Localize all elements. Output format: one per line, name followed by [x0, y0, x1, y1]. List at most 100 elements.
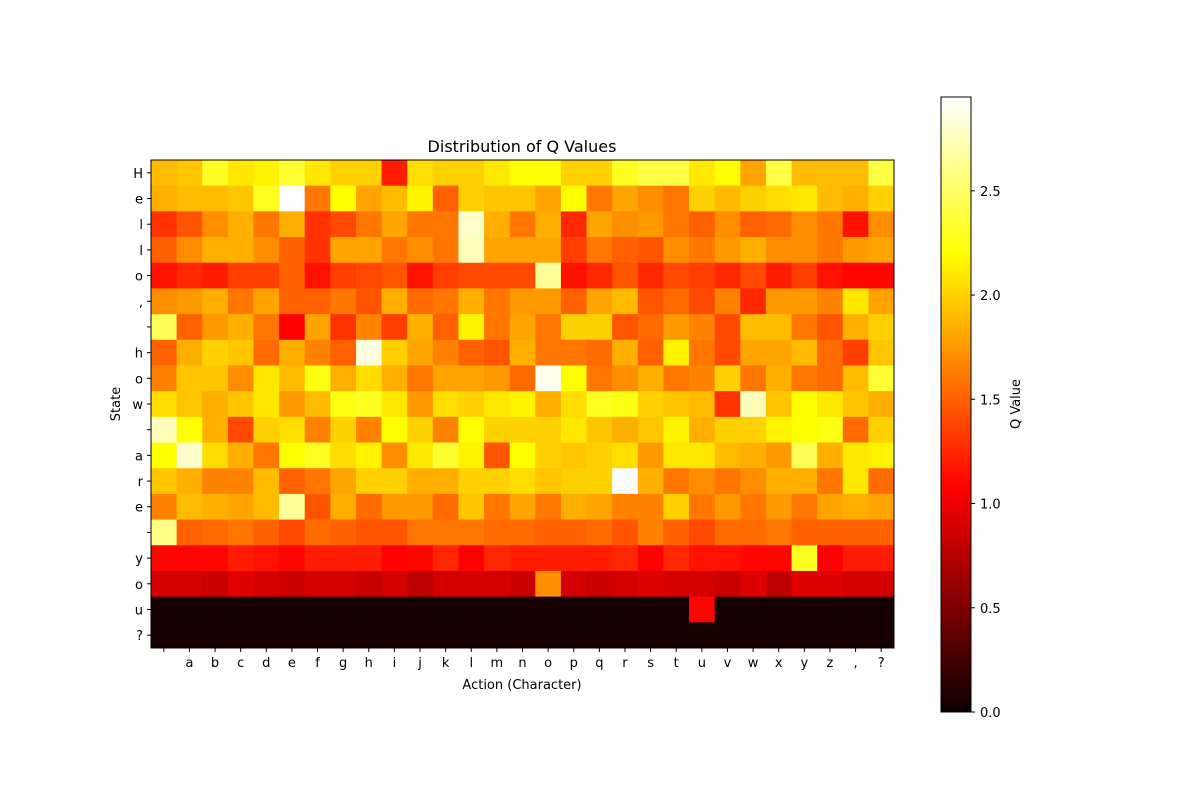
heatmap-cell	[612, 365, 639, 392]
heatmap-cell	[381, 519, 408, 546]
colorbar-tick-label: 2.0	[980, 289, 1001, 304]
heatmap-cell	[765, 493, 792, 520]
heatmap-cell	[868, 314, 895, 341]
heatmap-cell	[202, 211, 229, 238]
heatmap-cell	[817, 211, 844, 238]
heatmap-cell	[407, 211, 434, 238]
heatmap-cell	[279, 416, 306, 443]
heatmap-cell	[765, 314, 792, 341]
x-tick-label: s	[647, 656, 654, 671]
heatmap-cell	[535, 288, 562, 315]
heatmap-cell	[663, 545, 690, 572]
heatmap-cell	[484, 288, 511, 315]
heatmap-cell	[381, 237, 408, 264]
heatmap-cell	[176, 468, 203, 495]
heatmap-cell	[330, 622, 357, 649]
y-tick-label: u	[135, 603, 143, 618]
heatmap-cell	[765, 519, 792, 546]
heatmap-cell	[663, 160, 690, 187]
heatmap-cell	[227, 314, 254, 341]
heatmap-cell	[432, 416, 459, 443]
heatmap-cell	[560, 314, 587, 341]
heatmap-cell	[304, 570, 331, 598]
heatmap-cell	[560, 262, 587, 289]
heatmap-cell	[253, 493, 280, 520]
heatmap-cell	[151, 365, 178, 392]
heatmap-cell	[663, 519, 690, 546]
x-tick-label: ,	[853, 656, 857, 671]
heatmap-cell	[432, 493, 459, 520]
heatmap-cell	[791, 416, 818, 443]
heatmap-cell	[612, 493, 639, 520]
colorbar-tick-label: 1.0	[980, 498, 1001, 513]
heatmap-cell	[304, 545, 331, 572]
heatmap-cell	[176, 288, 203, 315]
heatmap-cell	[817, 339, 844, 366]
heatmap-cell	[560, 160, 587, 187]
heatmap-cell	[458, 596, 485, 623]
heatmap-cell	[868, 391, 895, 418]
heatmap-cell	[663, 314, 690, 341]
heatmap-cell	[458, 160, 485, 187]
heatmap-cell	[689, 596, 716, 623]
heatmap-cell	[458, 211, 485, 238]
heatmap-cell	[458, 442, 485, 469]
heatmap-cell	[612, 211, 639, 238]
heatmap-cell	[817, 185, 844, 212]
heatmap-cell	[151, 622, 178, 649]
heatmap-cell	[458, 237, 485, 264]
heatmap-cell	[330, 545, 357, 572]
heatmap-cell	[509, 185, 536, 212]
heatmap-cell	[151, 262, 178, 289]
heatmap-cell	[689, 391, 716, 418]
heatmap-cell	[535, 442, 562, 469]
heatmap-cell	[791, 622, 818, 649]
heatmap-cell	[612, 442, 639, 469]
heatmap-cell	[330, 391, 357, 418]
heatmap-cell	[330, 519, 357, 546]
heatmap-cell	[842, 519, 869, 546]
heatmap-cell	[842, 596, 869, 623]
heatmap-cell	[407, 160, 434, 187]
heatmap-cell	[868, 288, 895, 315]
heatmap-cell	[202, 622, 229, 649]
heatmap-cell	[842, 545, 869, 572]
heatmap-cell	[535, 160, 562, 187]
heatmap-cell	[432, 160, 459, 187]
heatmap-cell	[637, 185, 664, 212]
heatmap-cell	[868, 237, 895, 264]
heatmap-cell	[637, 339, 664, 366]
heatmap-cell	[432, 314, 459, 341]
heatmap-cell	[407, 493, 434, 520]
heatmap-cell	[279, 570, 306, 598]
heatmap-cell	[202, 237, 229, 264]
heatmap-cell	[637, 596, 664, 623]
heatmap-cell	[253, 262, 280, 289]
heatmap-cell	[560, 468, 587, 495]
heatmap-cell	[509, 545, 536, 572]
heatmap-cell	[868, 416, 895, 443]
heatmap-cell	[586, 314, 613, 341]
heatmap-cell	[560, 442, 587, 469]
heatmap-cell	[791, 519, 818, 546]
heatmap-cell	[689, 493, 716, 520]
x-tick-label: j	[417, 656, 422, 671]
heatmap-cell	[253, 185, 280, 212]
heatmap-cell	[279, 339, 306, 366]
heatmap-cell	[484, 262, 511, 289]
heatmap-cell	[535, 519, 562, 546]
heatmap-cell	[637, 262, 664, 289]
heatmap-cell	[842, 468, 869, 495]
heatmap-cell	[612, 519, 639, 546]
heatmap-cell	[714, 416, 741, 443]
heatmap-cell	[227, 416, 254, 443]
heatmap-cell	[791, 185, 818, 212]
heatmap-cell	[765, 416, 792, 443]
x-tick-label: y	[800, 656, 808, 671]
heatmap-cell	[407, 416, 434, 443]
heatmap-cell	[689, 237, 716, 264]
y-tick-label: ,	[139, 295, 143, 310]
heatmap-cell	[432, 391, 459, 418]
heatmap-cell	[765, 288, 792, 315]
heatmap-cell	[432, 622, 459, 649]
